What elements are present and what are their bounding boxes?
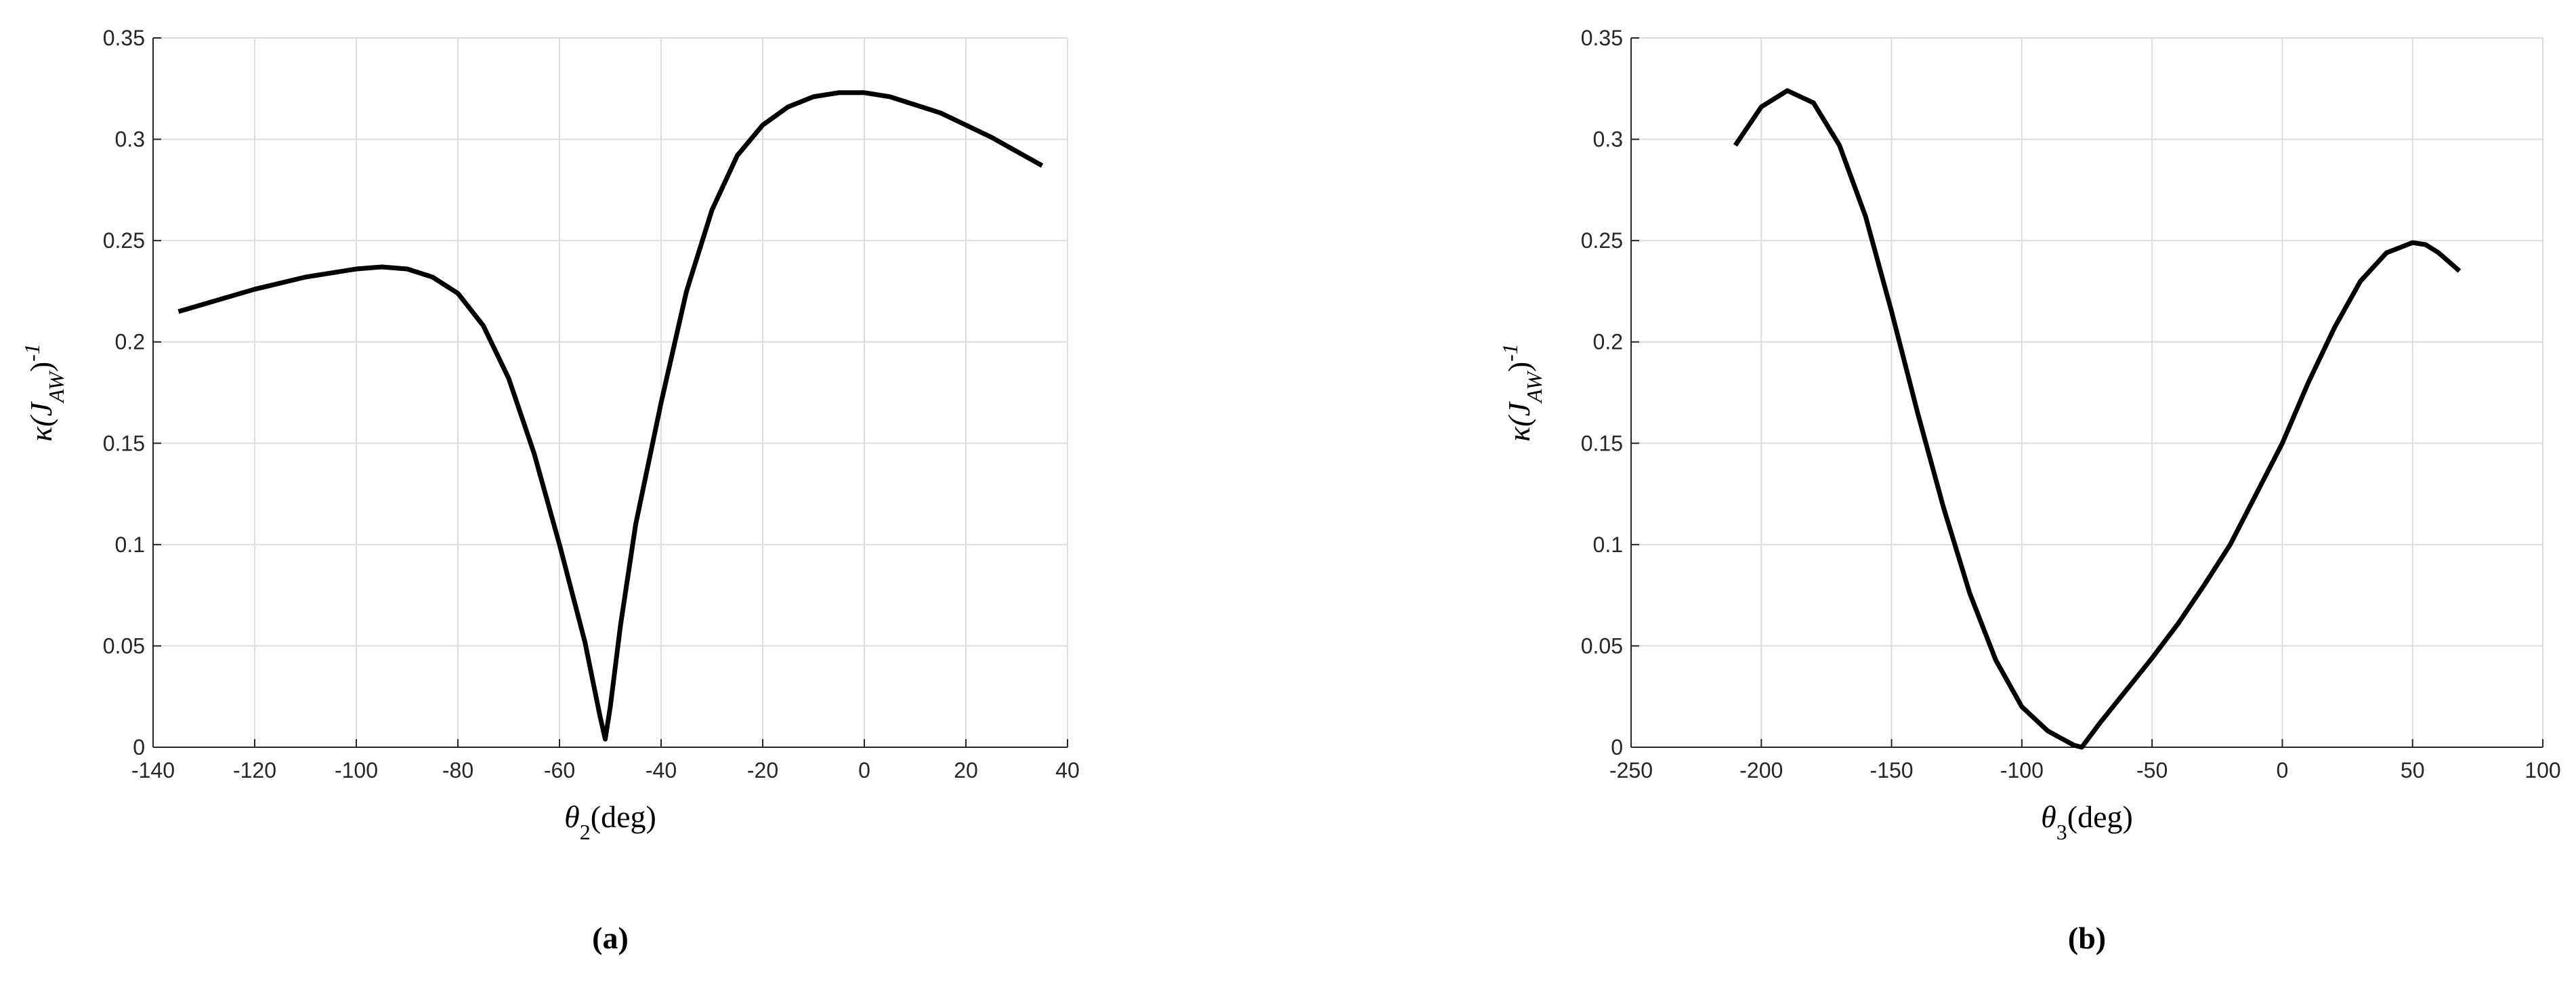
y-tick-label: 0.35 xyxy=(1581,26,1623,50)
y-tick-label: 0.25 xyxy=(103,228,145,253)
x-tick-label: -250 xyxy=(1609,758,1653,782)
x-tick-label: -20 xyxy=(747,758,778,782)
x-tick-label: -120 xyxy=(233,758,276,782)
y-label-part: -1 xyxy=(1498,343,1522,362)
x-label-part: (deg) xyxy=(591,799,656,834)
panel-label: (a) xyxy=(592,921,629,955)
y-label-part: -1 xyxy=(20,343,44,362)
y-tick-label: 0.1 xyxy=(115,532,145,557)
x-tick-label: -40 xyxy=(646,758,677,782)
x-axis-label: θ3(deg) xyxy=(2041,799,2133,844)
x-tick-label: 0 xyxy=(858,758,870,782)
y-tick-label: 0.2 xyxy=(1593,330,1623,354)
y-label-part: ) xyxy=(1502,362,1536,372)
x-tick-label: 100 xyxy=(2525,758,2560,782)
x-label-part: 2 xyxy=(580,820,591,844)
x-tick-label: -150 xyxy=(1870,758,1914,782)
x-tick-label: -60 xyxy=(544,758,575,782)
y-tick-label: 0.05 xyxy=(1581,633,1623,658)
y-label-part: κ(J xyxy=(24,401,58,442)
y-tick-label: 0.05 xyxy=(103,633,145,658)
y-label-part: AW xyxy=(44,370,68,404)
x-tick-label: -100 xyxy=(335,758,378,782)
panel-label: (b) xyxy=(2068,921,2106,955)
y-tick-label: 0.3 xyxy=(115,127,145,152)
y-tick-label: 0 xyxy=(133,735,145,759)
y-label-part: κ(J xyxy=(1502,401,1536,442)
x-axis-label: θ2(deg) xyxy=(564,799,656,844)
x-tick-label: 50 xyxy=(2401,758,2425,782)
y-tick-label: 0.15 xyxy=(1581,431,1623,455)
y-tick-label: 0.25 xyxy=(1581,228,1623,253)
x-tick-label: -140 xyxy=(131,758,175,782)
y-tick-label: 0.1 xyxy=(1593,532,1623,557)
x-tick-label: -200 xyxy=(1739,758,1783,782)
y-label-part: AW xyxy=(1522,370,1546,404)
x-tick-label: 0 xyxy=(2277,758,2289,782)
x-tick-label: -100 xyxy=(2000,758,2044,782)
y-tick-label: 0.3 xyxy=(1593,127,1623,152)
x-label-part: 3 xyxy=(2056,820,2067,844)
y-tick-label: 0.15 xyxy=(103,431,145,455)
y-tick-label: 0 xyxy=(1611,735,1623,759)
y-tick-label: 0.2 xyxy=(115,330,145,354)
y-tick-label: 0.35 xyxy=(103,26,145,50)
y-axis-label: κ(JAW)-1 xyxy=(1498,343,1546,442)
curve xyxy=(1733,88,2462,750)
x-tick-label: -50 xyxy=(2136,758,2168,782)
curve xyxy=(177,90,1044,742)
x-label-part: θ xyxy=(564,799,580,834)
x-tick-label: 20 xyxy=(954,758,978,782)
x-tick-label: 40 xyxy=(1055,758,1080,782)
y-axis-label: κ(JAW)-1 xyxy=(20,343,68,442)
x-label-part: (deg) xyxy=(2067,799,2133,834)
x-label-part: θ xyxy=(2041,799,2056,834)
x-tick-label: -80 xyxy=(442,758,473,782)
y-label-part: ) xyxy=(24,362,58,372)
